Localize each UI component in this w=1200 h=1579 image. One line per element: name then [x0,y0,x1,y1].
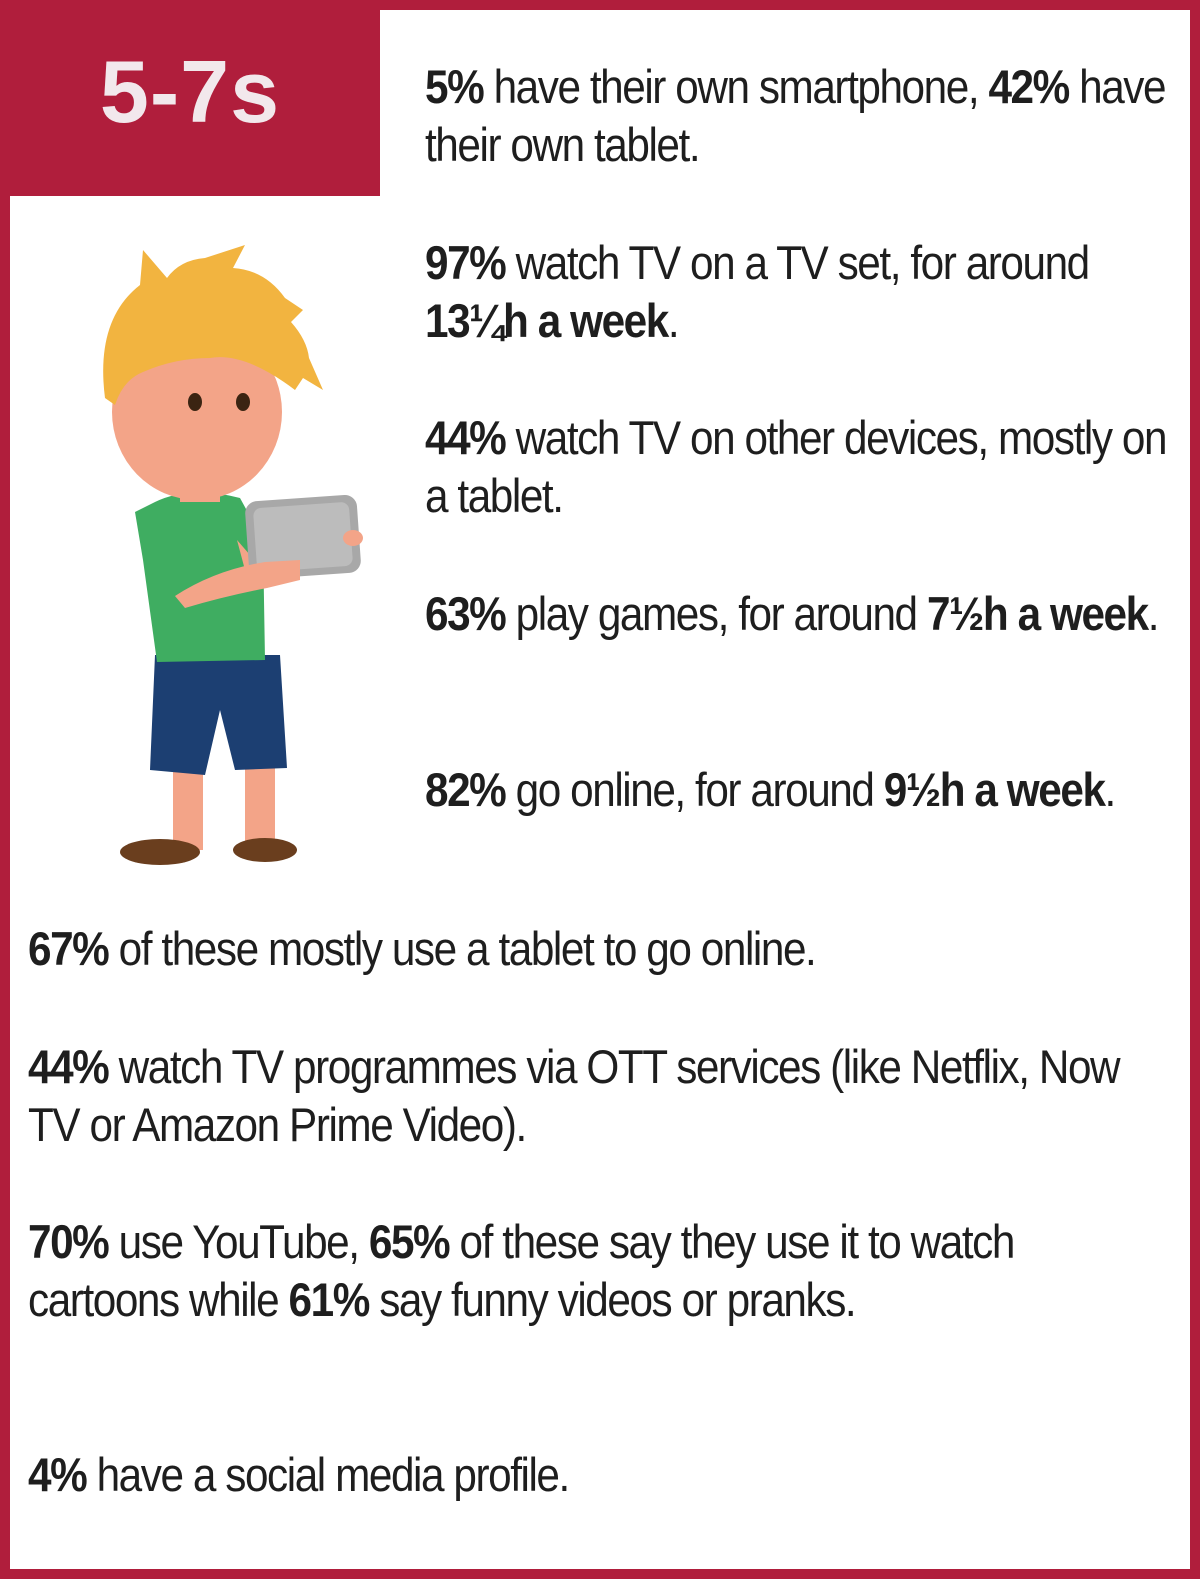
fact-stat: 4% [28,1448,88,1501]
fact-stat: 63% [425,587,507,640]
fact-social-media: 4% have a social media profile. [28,1446,1171,1504]
fact-text: go online, for around [505,763,884,816]
fact-stat: 7½h a week [926,587,1149,640]
fact-online: 82% go online, for around 9½h a week. [425,761,1172,819]
fact-text: have their own tablet. [425,60,1167,171]
fact-stat: 97% [425,236,507,289]
fact-tablet-online: 67% of these mostly use a tablet to go o… [28,920,1171,978]
fact-smartphone-tablet-ownership: 5% have their own smartphone, 42% have t… [425,58,1172,174]
fact-text: . [1147,587,1160,640]
fact-stat: 67% [28,922,110,975]
fact-tv-other-devices: 44% watch TV on other devices, mostly on… [425,409,1172,525]
fact-text: of these say they use it to watch cartoo… [28,1215,1015,1326]
fact-text: . [667,294,680,347]
right-hand [343,530,363,546]
left-eye [188,393,202,411]
fact-text: have their own smartphone, [483,60,989,113]
tablet-screen [253,502,353,572]
age-group-badge: 5-7s [0,0,380,196]
fact-text: use YouTube, [108,1215,369,1268]
shorts [150,655,287,775]
fact-stat: 65% [368,1215,451,1268]
shirt [135,492,265,662]
fact-gaming: 63% play games, for around 7½h a week. [425,585,1172,643]
fact-stat: 44% [425,411,507,464]
boy-with-tablet-icon [103,245,363,865]
fact-text: . [1104,763,1117,816]
fact-stat: 70% [28,1215,110,1268]
age-group-label: 5-7s [99,42,281,141]
fact-stat: 13¼h a week [425,294,669,347]
fact-stat: 44% [28,1040,110,1093]
fact-stat: 82% [425,763,507,816]
fact-ott-services: 44% watch TV programmes via OTT services… [28,1038,1171,1154]
fact-text: say funny videos or pranks. [368,1273,856,1326]
fact-stat: 5% [425,60,485,113]
fact-stat: 9½h a week [883,763,1106,816]
right-shoe [233,838,297,862]
fact-text: play games, for around [505,587,927,640]
fact-stat: 42% [988,60,1070,113]
right-eye [236,393,250,411]
left-shoe [120,839,200,865]
fact-youtube: 70% use YouTube, 65% of these say they u… [28,1213,1171,1329]
fact-text: watch TV programmes via OTT services (li… [28,1040,1121,1151]
head [112,324,282,500]
fact-text: of these mostly use a tablet to go onlin… [108,922,817,975]
fact-stat: 61% [288,1273,371,1326]
hair [103,245,323,405]
front-arm [175,560,300,608]
fact-text: have a social media profile. [86,1448,571,1501]
fact-text: watch TV on other devices, mostly on a t… [425,411,1167,522]
fact-tv-set-viewing: 97% watch TV on a TV set, for around 13¼… [425,234,1172,350]
fact-text: watch TV on a TV set, for around [505,236,1091,289]
